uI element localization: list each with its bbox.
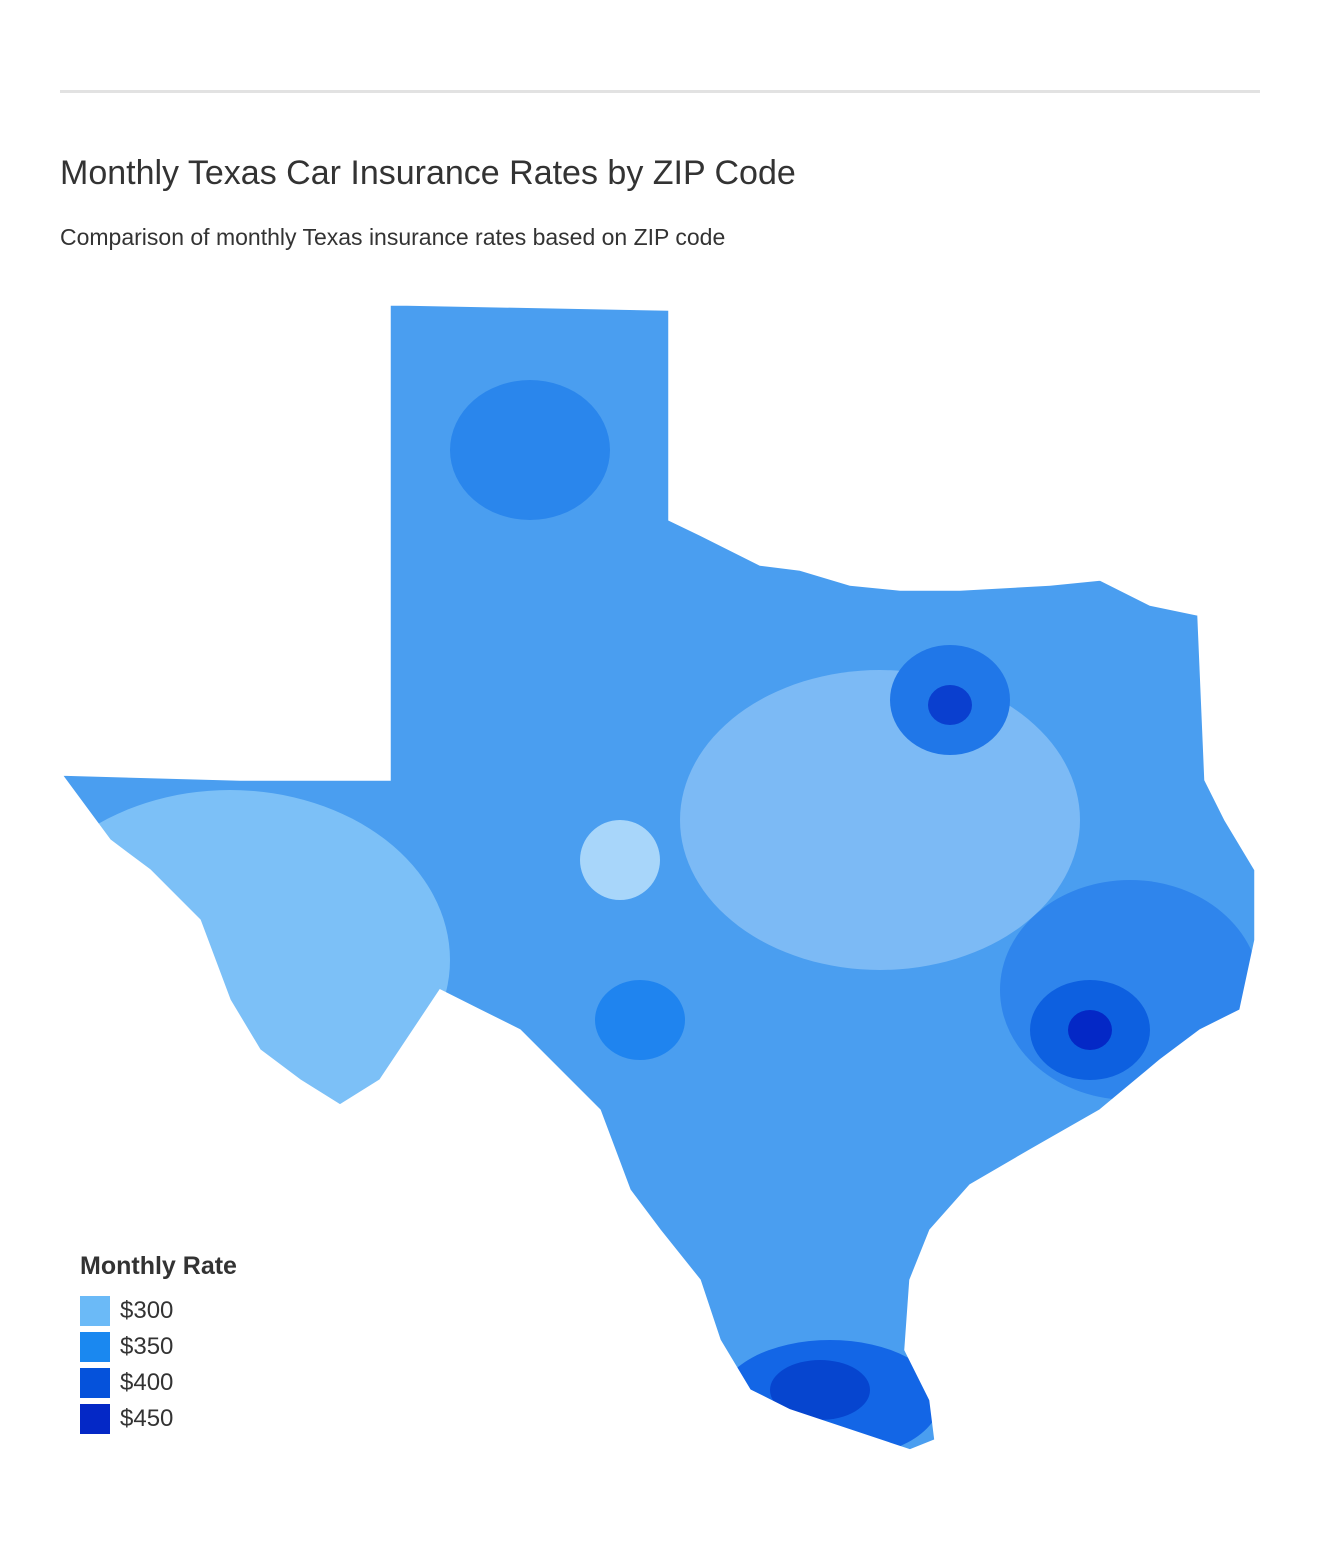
legend-swatch: [80, 1332, 110, 1362]
region-dallas-core: [928, 685, 972, 725]
legend-label: $300: [120, 1297, 174, 1324]
divider: [60, 90, 1260, 93]
region-light: [580, 820, 660, 900]
region-houston-core: [1068, 1010, 1112, 1050]
region-west: [62, 790, 450, 1130]
legend-label: $400: [120, 1369, 174, 1396]
region-central: [680, 670, 1080, 970]
legend-swatch: [80, 1296, 110, 1326]
legend-item: $450: [80, 1401, 237, 1437]
legend-swatch: [80, 1368, 110, 1398]
map-title: Monthly Texas Car Insurance Rates by ZIP…: [60, 154, 796, 192]
legend-item: $300: [80, 1293, 237, 1329]
legend-label: $350: [120, 1333, 174, 1360]
legend-item: $400: [80, 1365, 237, 1401]
legend-title: Monthly Rate: [80, 1252, 237, 1280]
legend-swatch: [80, 1404, 110, 1434]
legend: Monthly Rate $300 $350 $400 $450: [80, 1252, 237, 1437]
map-subtitle: Comparison of monthly Texas insurance ra…: [60, 224, 726, 250]
region-panhandle: [450, 380, 610, 520]
region-south: [595, 980, 685, 1060]
legend-item: $350: [80, 1329, 237, 1365]
legend-items: $300 $350 $400 $450: [80, 1293, 237, 1437]
legend-label: $450: [120, 1405, 174, 1432]
region-valley-core: [770, 1360, 870, 1420]
